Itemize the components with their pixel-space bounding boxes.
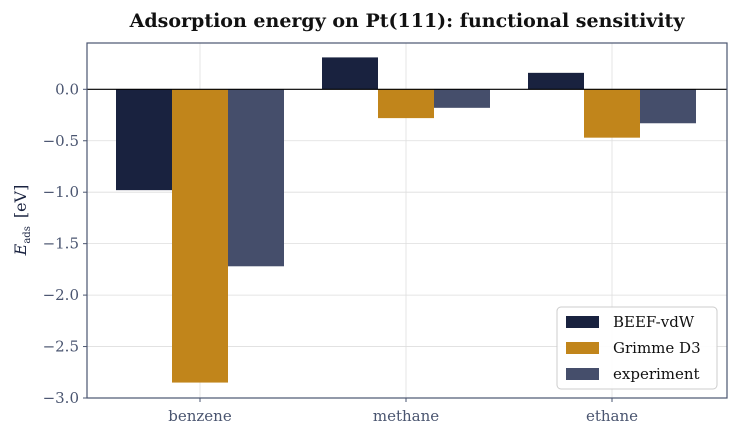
legend-label: BEEF-vdW <box>613 313 695 331</box>
y-tick-label: −1.0 <box>43 183 79 201</box>
y-tick-label: −0.5 <box>43 132 79 150</box>
bar <box>640 89 696 124</box>
bar <box>584 89 640 138</box>
y-axis-label-unit: [eV] <box>11 185 30 219</box>
x-tick-label: ethane <box>586 407 638 425</box>
y-axis-label-symbol: E <box>11 243 30 256</box>
bar <box>228 89 284 267</box>
legend-label: Grimme D3 <box>613 339 701 357</box>
x-tick-label: benzene <box>168 407 232 425</box>
y-tick-label: −2.5 <box>43 338 79 356</box>
y-axis-label: Eads [eV] <box>11 185 33 257</box>
bar <box>116 89 172 191</box>
plot-frame <box>86 42 728 399</box>
bars <box>116 57 696 383</box>
legend-swatch <box>566 342 599 354</box>
y-tick-label: −2.0 <box>43 286 79 304</box>
y-axis-ticks: 0.0 −0.5 −1.0 −1.5 −2.0 −2.5 −3.0 <box>43 80 87 407</box>
bar <box>322 57 378 90</box>
bar <box>434 89 490 108</box>
legend-swatch <box>566 368 599 380</box>
legend-swatch <box>566 316 599 328</box>
bar <box>378 89 434 119</box>
y-tick-label: 0.0 <box>55 80 79 98</box>
y-tick-label: −3.0 <box>43 389 79 407</box>
legend-label: experiment <box>613 365 700 383</box>
y-axis-label-subscript: ads <box>22 226 33 244</box>
x-tick-label: methane <box>373 407 439 425</box>
legend: BEEF-vdW Grimme D3 experiment <box>556 306 718 390</box>
chart-title: Adsorption energy on Pt(111): functional… <box>129 10 686 32</box>
x-axis-ticks: benzene methane ethane <box>168 398 638 425</box>
bar <box>528 72 584 90</box>
y-tick-label: −1.5 <box>43 235 79 253</box>
svg-text:Eads[eV]: Eads [eV] <box>11 185 33 257</box>
bar <box>172 89 228 383</box>
